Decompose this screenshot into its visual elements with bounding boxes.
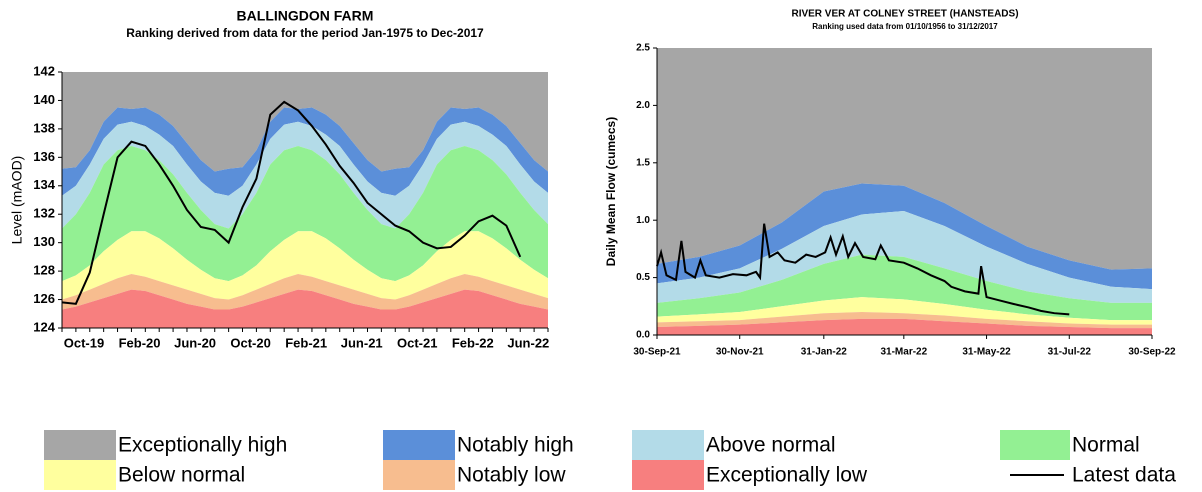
band-area bbox=[62, 289, 548, 328]
legend-swatch bbox=[632, 430, 704, 460]
band-area bbox=[657, 312, 1152, 329]
legend-label: Exceptionally low bbox=[706, 464, 868, 487]
x-tick-label: Jun-21 bbox=[341, 335, 383, 350]
band-area bbox=[62, 121, 548, 229]
x-tick-label: Feb-21 bbox=[285, 335, 327, 350]
y-axis-label: Level (mAOD) bbox=[9, 156, 25, 245]
band-area bbox=[62, 231, 548, 300]
legend-label: Latest data bbox=[1072, 464, 1176, 487]
x-tick-label: Oct-19 bbox=[64, 335, 104, 350]
x-tick-label: 31-Jul-22 bbox=[1048, 347, 1092, 358]
x-tick-label: Jun-22 bbox=[507, 335, 549, 350]
y-tick-label: 1.0 bbox=[636, 215, 650, 226]
legend-swatch bbox=[383, 460, 455, 490]
band-area bbox=[62, 72, 548, 172]
band-area bbox=[657, 318, 1152, 335]
x-tick-label: 30-Nov-21 bbox=[716, 347, 764, 358]
y-axis-label: Daily Mean Flow (cumecs) bbox=[604, 117, 618, 266]
legend-label: Above normal bbox=[706, 434, 836, 457]
band-area bbox=[62, 145, 548, 282]
latest-line bbox=[656, 223, 1070, 316]
band-area bbox=[657, 48, 1152, 270]
legend-label: Notably low bbox=[457, 464, 566, 487]
legend-swatch bbox=[1000, 430, 1070, 460]
legend-label: Exceptionally high bbox=[118, 434, 287, 457]
x-tick-label: Jun-20 bbox=[174, 335, 216, 350]
x-tick-label: 31-May-22 bbox=[962, 347, 1011, 358]
chart-subtitle: Ranking derived from data for the period… bbox=[126, 26, 484, 40]
band-area bbox=[657, 183, 1152, 290]
y-tick-label: 136 bbox=[33, 149, 55, 164]
y-tick-label: 132 bbox=[33, 206, 55, 221]
y-tick-label: 124 bbox=[33, 319, 55, 334]
legend-swatch bbox=[383, 430, 455, 460]
y-tick-label: 2.5 bbox=[636, 43, 650, 54]
y-tick-label: 134 bbox=[33, 177, 55, 192]
y-tick-label: 140 bbox=[33, 92, 55, 107]
x-tick-label: 31-Mar-22 bbox=[880, 347, 927, 358]
y-tick-label: 1.5 bbox=[636, 157, 650, 168]
y-tick-label: 126 bbox=[33, 291, 55, 306]
band-area bbox=[657, 254, 1152, 321]
chart-title: BALLINGDON FARM bbox=[237, 8, 374, 24]
latest-line bbox=[61, 100, 522, 305]
legend-swatch bbox=[44, 430, 116, 460]
band-area bbox=[657, 297, 1152, 325]
legend-swatch bbox=[632, 460, 704, 490]
y-tick-label: 0.5 bbox=[636, 272, 650, 283]
y-tick-label: 138 bbox=[33, 120, 55, 135]
chart-title: RIVER VER AT COLNEY STREET (HANSTEADS) bbox=[791, 9, 1018, 20]
y-tick-label: 130 bbox=[33, 234, 55, 249]
chart-subtitle: Ranking used data from 01/10/1956 to 31/… bbox=[812, 22, 998, 31]
x-tick-label: Feb-20 bbox=[119, 335, 161, 350]
x-tick-label: 31-Jan-22 bbox=[801, 347, 848, 358]
legend-label: Below normal bbox=[118, 464, 245, 487]
y-tick-label: 128 bbox=[33, 263, 55, 278]
x-tick-label: Feb-22 bbox=[452, 335, 494, 350]
y-tick-label: 0.0 bbox=[636, 330, 650, 341]
legend-label: Notably high bbox=[457, 434, 574, 457]
band-area bbox=[657, 211, 1152, 303]
y-tick-label: 2.0 bbox=[636, 100, 650, 111]
legend-label: Normal bbox=[1072, 434, 1140, 457]
x-tick-label: Oct-21 bbox=[397, 335, 437, 350]
y-tick-label: 142 bbox=[33, 63, 55, 78]
legend-swatch bbox=[44, 460, 116, 490]
band-area bbox=[62, 107, 548, 196]
x-tick-label: 30-Sep-21 bbox=[633, 347, 681, 358]
x-tick-label: 30-Sep-22 bbox=[1128, 347, 1176, 358]
band-area bbox=[62, 273, 548, 310]
x-tick-label: Oct-20 bbox=[230, 335, 270, 350]
